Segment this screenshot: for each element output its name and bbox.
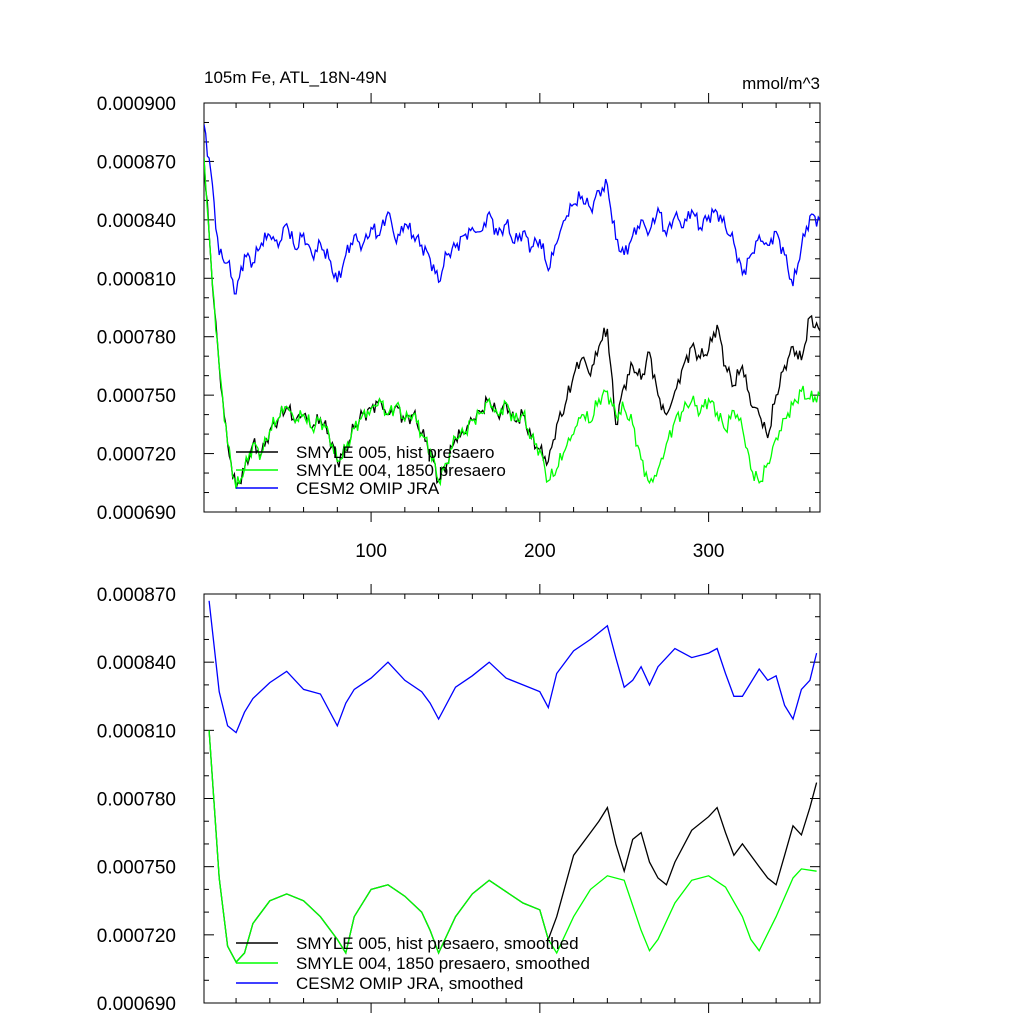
y-tick-label: 0.000870: [97, 585, 176, 606]
y-tick-label: 0.000840: [97, 211, 176, 232]
legend-label: SMYLE 004, 1850 presaero: [296, 461, 506, 480]
series-line-3: [204, 124, 820, 295]
y-tick-label: 0.000840: [97, 653, 176, 674]
plot-frame: [203, 102, 821, 513]
y-tick-label: 0.000690: [97, 994, 176, 1015]
chart-title: 105m Fe, ATL_18N-49N: [204, 68, 387, 87]
legend-label: CESM2 OMIP JRA, smoothed: [296, 974, 523, 993]
legend-label: SMYLE 004, 1850 presaero, smoothed: [296, 954, 590, 973]
x-tick-label: 200: [524, 541, 556, 562]
y-tick-label: 0.000750: [97, 858, 176, 879]
y-tick-label: 0.000720: [97, 926, 176, 947]
x-tick-label: 100: [355, 541, 387, 562]
legend-label: SMYLE 005, hist presaero: [296, 443, 494, 462]
legend-label: CESM2 OMIP JRA: [296, 479, 440, 498]
series-line-3: [208, 600, 818, 734]
series-line-2: [204, 157, 820, 489]
top-panel: 0.000690 0.000720 0.000750 0.000780 0.000810…: [97, 68, 821, 562]
legend-label: SMYLE 005, hist presaero, smoothed: [296, 934, 579, 953]
series-line-1: [208, 730, 818, 964]
series-line-1: [204, 157, 820, 489]
y-tick-label: 0.000810: [97, 269, 176, 290]
y-tick-label: 0.000870: [97, 152, 176, 173]
y-tick-label: 0.000780: [97, 790, 176, 811]
series-line-2: [208, 730, 817, 964]
y-tick-label: 0.000690: [97, 503, 176, 524]
units-label: mmol/m^3: [742, 74, 820, 93]
y-tick-label: 0.000780: [97, 328, 176, 349]
y-tick-label: 0.000900: [97, 94, 176, 115]
bottom-panel: 0.000690 0.000720 0.000750 0.000780 0.000810…: [97, 584, 821, 1015]
y-tick-label: 0.000750: [97, 386, 176, 407]
x-tick-label: 300: [693, 541, 725, 562]
y-tick-label: 0.000720: [97, 445, 176, 466]
y-tick-label: 0.000810: [97, 721, 176, 742]
